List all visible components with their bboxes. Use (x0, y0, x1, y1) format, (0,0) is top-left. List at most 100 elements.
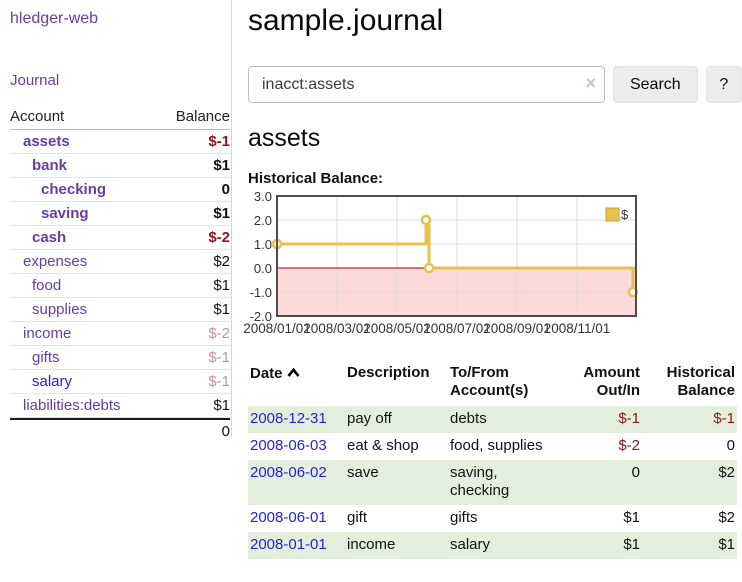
transaction-description: save (347, 464, 379, 481)
x-tick: 2008/03/01 (303, 321, 371, 336)
account-link[interactable]: gifts (32, 349, 60, 366)
register-header-row: Date Description To/From Account(s) Amou… (248, 362, 737, 406)
account-link[interactable]: cash (32, 229, 67, 246)
account-row-checking: checking 0 (10, 178, 230, 202)
account-balance: $2 (213, 253, 230, 270)
account-balance: $1 (213, 277, 230, 294)
transaction-description: gift (347, 509, 368, 526)
x-tick: 2008/05/01 (363, 321, 431, 336)
account-row-liabilities-debts: liabilities:debts $1 (10, 394, 230, 418)
legend-label: $ (621, 207, 629, 222)
register-row: 2008-06-01 gift gifts $1 $2 (248, 505, 737, 532)
transaction-accounts: debts (450, 410, 487, 427)
account-balance: $-2 (208, 229, 230, 246)
amount-column-header: Amount Out/In (583, 364, 640, 399)
chart-border (276, 195, 637, 317)
account-link[interactable]: checking (41, 181, 107, 198)
description-column-header: Description (347, 364, 430, 381)
account-balance: $-1 (208, 373, 230, 390)
account-link[interactable]: liabilities:debts (23, 397, 121, 414)
accounts-table: Account Balance assets $-1 bank $1 check… (10, 106, 230, 443)
accounts-total-value: 0 (221, 423, 230, 440)
register-row: 2008-12-31 pay off debts $-1 $-1 (248, 406, 737, 433)
transaction-balance: $2 (718, 464, 735, 481)
balance-column-header: Historical Balance (666, 364, 735, 399)
transaction-description: income (347, 536, 396, 553)
transaction-balance: $1 (718, 536, 735, 553)
sidebar: hledger-web Journal Account Balance asse… (0, 0, 232, 440)
search-button[interactable]: Search (612, 66, 698, 103)
chart-legend: $ (605, 207, 629, 222)
y-tick: -1.0 (250, 285, 272, 300)
y-tick: 3.0 (254, 189, 272, 204)
main-content: sample.journal × Search ? assets Histori… (243, 0, 742, 559)
account-balance: $-2 (208, 325, 230, 342)
account-balance: $1 (213, 157, 230, 174)
account-row-gifts: gifts $-1 (10, 346, 230, 370)
account-link[interactable]: supplies (32, 301, 88, 318)
legend-swatch (605, 207, 620, 222)
accounts-total-row: 0 (10, 418, 230, 443)
register-row: 2008-06-02 save saving, checking 0 $2 (248, 460, 737, 505)
account-link[interactable]: income (23, 325, 72, 342)
chart-data-points (271, 214, 639, 298)
account-balance: $1 (213, 205, 230, 222)
account-row-salary: salary $-1 (10, 370, 230, 394)
app-title-link[interactable]: hledger-web (10, 10, 99, 27)
transaction-amount: $1 (623, 509, 640, 526)
account-link[interactable]: saving (41, 205, 89, 222)
chart-x-axis: 2008/01/01 2008/03/01 2008/05/01 2008/07… (243, 321, 610, 336)
y-tick: 1.0 (254, 237, 272, 252)
accounts-column-header: To/From Account(s) (450, 364, 529, 399)
y-tick: 0.0 (254, 261, 272, 276)
transaction-balance: $2 (718, 509, 735, 526)
account-row-income: income $-2 (10, 322, 230, 346)
register-row: 2008-06-03 eat & shop food, supplies $-2… (248, 433, 737, 460)
search-help-button[interactable]: ? (705, 66, 742, 103)
date-column-header[interactable]: Date (248, 362, 345, 406)
x-tick: 2008/01/01 (243, 321, 311, 336)
y-tick: 2.0 (254, 213, 272, 228)
transaction-amount: $-1 (618, 410, 640, 427)
transaction-description: pay off (347, 410, 392, 427)
account-balance: $1 (213, 301, 230, 318)
account-link[interactable]: assets (23, 133, 70, 150)
account-link[interactable]: expenses (23, 253, 88, 270)
x-tick: 2008/07/01 (423, 321, 491, 336)
account-balance: 0 (221, 181, 230, 198)
register-row: 2008-01-01 income salary $1 $1 (248, 532, 737, 559)
sort-ascending-icon (287, 364, 300, 382)
register-table: Date Description To/From Account(s) Amou… (248, 362, 737, 559)
account-row-bank: bank $1 (10, 154, 230, 178)
transaction-date-link[interactable]: 2008-01-01 (250, 536, 327, 553)
account-balance: $-1 (208, 133, 230, 150)
transaction-amount: $1 (623, 536, 640, 553)
account-column-header: Account (10, 108, 65, 125)
search-form: × Search ? (248, 66, 742, 103)
sidebar-item-journal[interactable]: Journal (10, 72, 60, 89)
chart-label: Historical Balance: (248, 170, 384, 187)
transaction-accounts: gifts (450, 509, 478, 526)
transaction-date-link[interactable]: 2008-06-01 (250, 509, 327, 526)
transaction-date-link[interactable]: 2008-06-03 (250, 437, 327, 454)
account-link[interactable]: food (32, 277, 62, 294)
balance-column-header: Balance (175, 108, 230, 125)
account-link[interactable]: bank (32, 157, 68, 174)
account-row-expenses: expenses $2 (10, 250, 230, 274)
account-link[interactable]: salary (32, 373, 73, 390)
transaction-date-link[interactable]: 2008-06-02 (250, 464, 327, 481)
transaction-description: eat & shop (347, 437, 419, 454)
transaction-balance: $-1 (713, 410, 735, 427)
transaction-accounts: saving, checking (450, 464, 510, 499)
account-row-saving: saving $1 (10, 202, 230, 226)
search-input[interactable] (248, 66, 605, 103)
account-balance: $1 (213, 397, 230, 414)
transaction-amount: 0 (631, 464, 640, 481)
clear-search-icon[interactable]: × (585, 73, 596, 93)
historical-balance-chart[interactable]: $ 3.0 2.0 1.0 0.0 -1.0 -2.0 2008/01/01 2… (243, 189, 648, 342)
date-header-label: Date (250, 365, 283, 382)
transaction-date-link[interactable]: 2008-12-31 (250, 410, 327, 427)
account-row-cash: cash $-2 (10, 226, 230, 250)
y-tick: -2.0 (250, 309, 272, 324)
